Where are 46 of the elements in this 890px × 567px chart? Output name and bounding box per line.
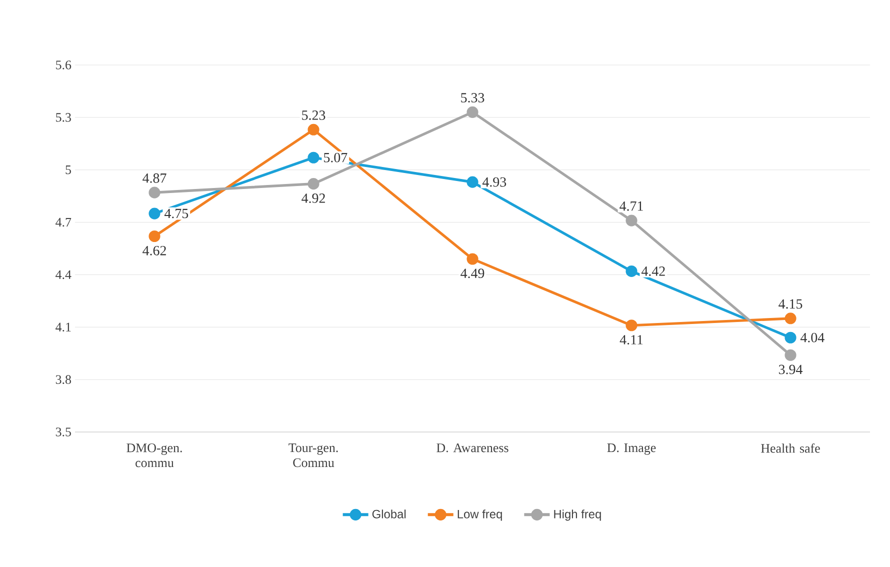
data-label: 4.49 — [460, 268, 484, 278]
point — [784, 349, 796, 361]
point — [626, 265, 638, 277]
data-label: 4.04 — [800, 332, 824, 342]
data-label: 4.42 — [641, 266, 665, 276]
point — [784, 332, 796, 344]
point — [148, 186, 160, 198]
point — [626, 214, 638, 226]
y-tick-label: 5 — [66, 166, 71, 174]
data-label: 4.93 — [482, 177, 506, 187]
point — [148, 208, 160, 220]
point — [148, 230, 160, 242]
x-tick-label: D. Image — [607, 444, 656, 455]
x-tick-label: DMO-gen. commu — [126, 444, 182, 468]
point — [466, 176, 478, 188]
data-label: 4.75 — [164, 208, 188, 218]
y-tick-label: 3.8 — [56, 375, 71, 384]
legend-label: Global — [372, 510, 406, 518]
data-label: 3.94 — [778, 364, 803, 374]
data-label: 5.23 — [302, 110, 326, 120]
data-label: 4.62 — [142, 246, 166, 256]
data-label: 4.15 — [778, 299, 802, 309]
y-tick-label: 4.7 — [56, 218, 72, 227]
data-label: 4.71 — [620, 201, 643, 211]
data-label: 5.33 — [461, 93, 484, 102]
data-label: 4.92 — [302, 194, 325, 203]
data-label: 4.11 — [620, 335, 643, 345]
point — [308, 124, 320, 136]
point — [626, 320, 638, 332]
data-label: 5.07 — [324, 152, 348, 162]
point — [308, 178, 320, 190]
y-tick-label: 5.6 — [56, 60, 72, 70]
y-tick-label: 3.5 — [56, 428, 71, 436]
y-tick-label: 4.4 — [56, 270, 72, 280]
point — [784, 312, 796, 324]
point — [466, 253, 478, 265]
legend-label: High freq — [554, 510, 601, 521]
x-tick-label: D. Awareness — [436, 444, 508, 452]
y-tick-label: 4.1 — [56, 322, 71, 332]
data-label: 4.87 — [142, 173, 166, 183]
point — [308, 152, 320, 164]
legend-label: Low freq — [458, 510, 502, 521]
x-tick-label: Tour-gen. Commu — [288, 444, 338, 468]
y-tick-label: 5.3 — [56, 113, 71, 122]
x-tick-label: Health safe — [761, 444, 820, 453]
point — [466, 106, 478, 118]
